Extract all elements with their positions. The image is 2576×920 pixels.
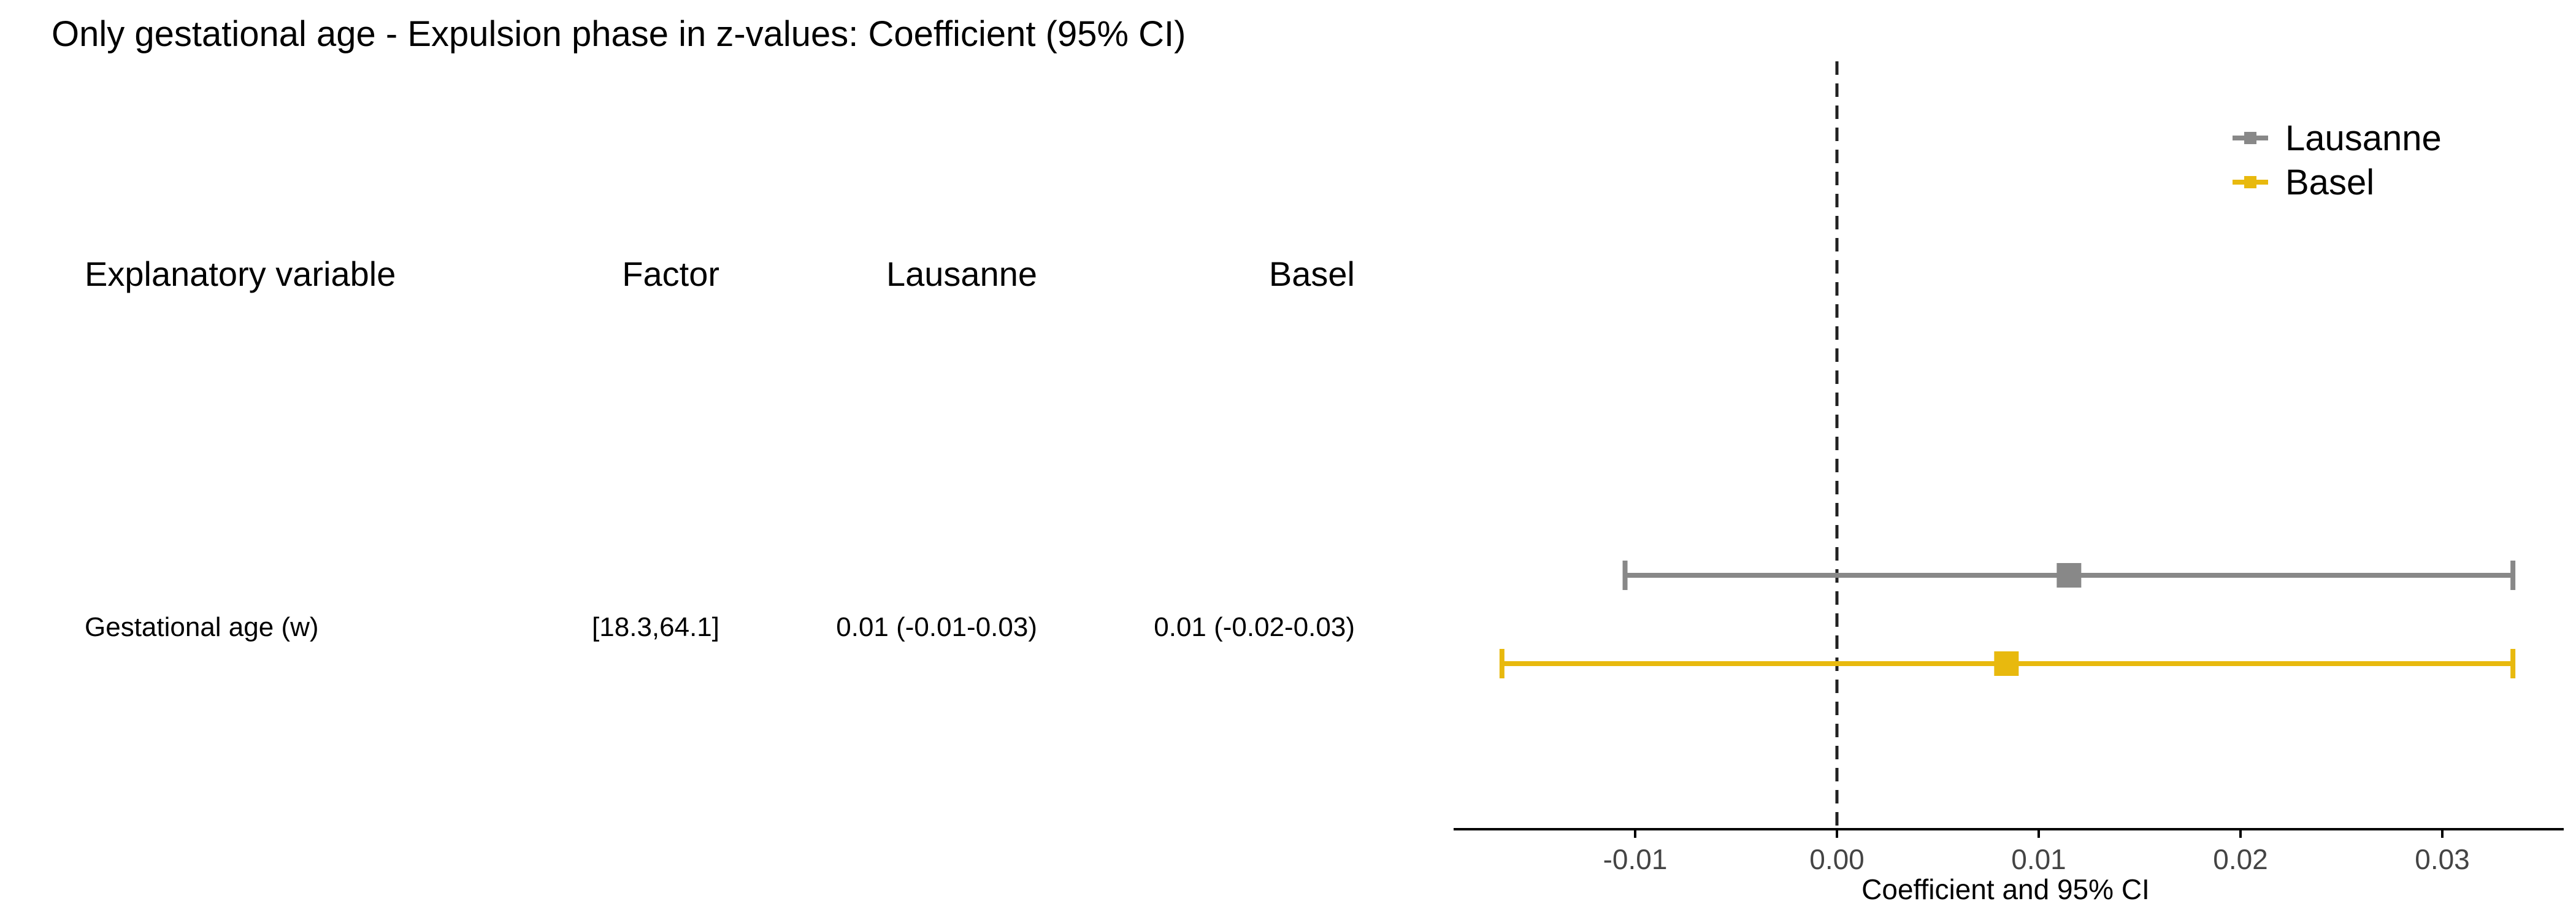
legend-label-basel: Basel bbox=[2285, 163, 2374, 202]
point-estimate-basel bbox=[1994, 651, 2019, 676]
header-factor: Factor bbox=[622, 255, 719, 293]
header-lausanne: Lausanne bbox=[886, 255, 1037, 293]
legend-label-lausanne: Lausanne bbox=[2285, 118, 2442, 158]
chart-title: Only gestational age - Expulsion phase i… bbox=[52, 14, 1186, 54]
x-axis-label: Coefficient and 95% CI bbox=[1861, 873, 2150, 905]
row-factor: [18.3,64.1] bbox=[592, 612, 719, 642]
x-tick-label: 0.00 bbox=[1809, 843, 1865, 875]
x-tick-label: -0.01 bbox=[1603, 843, 1668, 875]
row-variable: Gestational age (w) bbox=[85, 612, 319, 642]
x-tick-label: 0.02 bbox=[2213, 843, 2268, 875]
legend-marker-basel bbox=[2244, 176, 2256, 188]
x-tick-label: 0.03 bbox=[2415, 843, 2470, 875]
row-basel-value: 0.01 (-0.02-0.03) bbox=[1154, 612, 1355, 642]
x-tick-label: 0.01 bbox=[2011, 843, 2066, 875]
point-estimate-lausanne bbox=[2057, 563, 2082, 588]
header-explanatory-variable: Explanatory variable bbox=[85, 255, 396, 293]
legend-marker-lausanne bbox=[2244, 132, 2256, 144]
row-lausanne-value: 0.01 (-0.01-0.03) bbox=[836, 612, 1037, 642]
header-basel: Basel bbox=[1268, 255, 1355, 293]
